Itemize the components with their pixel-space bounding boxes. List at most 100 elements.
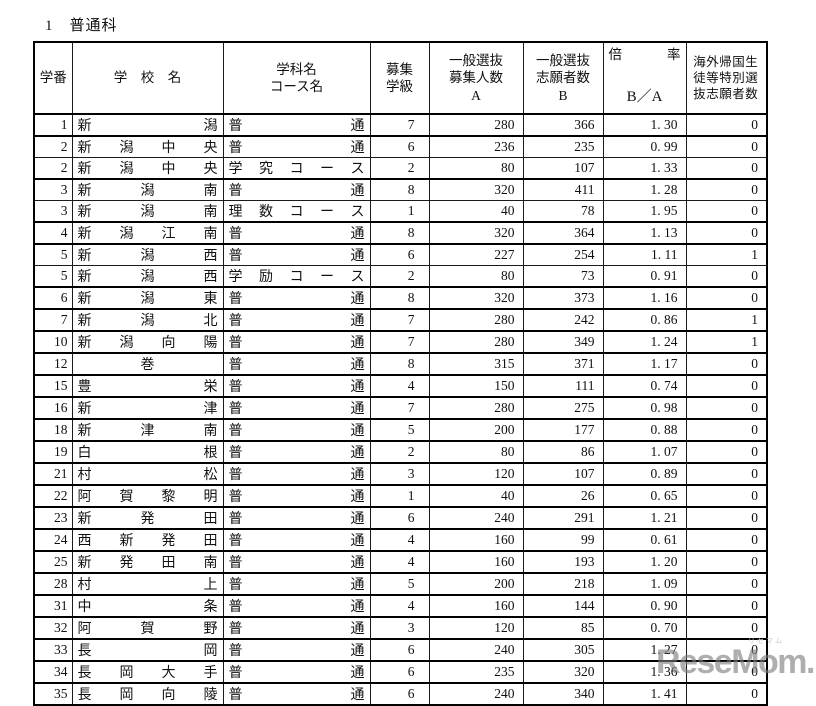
applicant-count-cell: 366	[522, 113, 604, 137]
table-row: 18 新津南 普通 5 200 177 0. 88 0	[33, 418, 768, 442]
overseas-count-cell: 0	[685, 396, 768, 420]
table-row: 3 新潟南 理数コース 1 40 78 1. 95 0	[33, 200, 768, 223]
overseas-count-cell: 0	[685, 221, 768, 245]
course-name-cell: 普通	[222, 352, 371, 376]
school-name-cell: 新潟東	[71, 286, 224, 310]
school-number-cell: 18	[33, 418, 73, 442]
recruit-classes-cell: 7	[369, 396, 430, 420]
school-number-cell: 7	[33, 308, 73, 332]
course-name-cell: 普通	[222, 178, 371, 201]
course-name-cell: 普通	[222, 528, 371, 552]
school-name-cell: 新発田南	[71, 550, 224, 574]
school-number-cell: 1	[33, 113, 73, 137]
course-name-cell: 普通	[222, 616, 371, 640]
overseas-count-cell: 0	[685, 440, 768, 464]
recruit-count-cell: 240	[428, 682, 524, 706]
recruit-count-cell: 160	[428, 528, 524, 552]
header-recruit-count-a: 一般選抜 募集人数 A	[428, 41, 524, 115]
recruit-count-cell: 240	[428, 506, 524, 530]
table-row: 31 中条 普通 4 160 144 0. 90 0	[33, 594, 768, 618]
applicant-count-cell: 305	[522, 638, 604, 662]
applicant-count-cell: 371	[522, 352, 604, 376]
course-name-cell: 普通	[222, 330, 371, 354]
recruit-count-cell: 280	[428, 396, 524, 420]
ratio-cell: 1. 30	[602, 113, 687, 137]
recruit-classes-cell: 4	[369, 374, 430, 398]
ratio-cell: 0. 91	[602, 265, 687, 288]
applicant-count-cell: 340	[522, 682, 604, 706]
school-number-cell: 34	[33, 660, 73, 684]
admission-table: 学番 学 校 名 学科名 コース名 募集 学級 一般選抜 募集人数 A 一般選抜…	[33, 41, 768, 706]
school-number-cell: 5	[33, 243, 73, 266]
recruit-count-cell: 235	[428, 660, 524, 684]
school-number-cell: 3	[33, 178, 73, 201]
school-name-cell: 長岡大手	[71, 660, 224, 684]
recruit-classes-cell: 2	[369, 440, 430, 464]
school-name-cell: 巻	[71, 352, 224, 376]
overseas-count-cell: 0	[685, 484, 768, 508]
applicant-count-cell: 73	[522, 265, 604, 288]
recruit-classes-cell: 2	[369, 157, 430, 180]
school-number-cell: 22	[33, 484, 73, 508]
recruit-count-cell: 236	[428, 135, 524, 158]
school-number-cell: 28	[33, 572, 73, 596]
school-name-cell: 新潟南	[71, 200, 224, 223]
overseas-count-cell: 0	[685, 462, 768, 486]
recruit-count-cell: 160	[428, 550, 524, 574]
ratio-cell: 0. 88	[602, 418, 687, 442]
ratio-cell: 0. 99	[602, 135, 687, 158]
school-number-cell: 24	[33, 528, 73, 552]
course-name-cell: 普通	[222, 506, 371, 530]
recruit-count-cell: 40	[428, 200, 524, 223]
course-name-cell: 普通	[222, 418, 371, 442]
recruit-classes-cell: 6	[369, 682, 430, 706]
ratio-cell: 0. 61	[602, 528, 687, 552]
overseas-count-cell: 0	[685, 660, 768, 684]
table-row: 24 西新発田 普通 4 160 99 0. 61 0	[33, 528, 768, 552]
recruit-classes-cell: 5	[369, 572, 430, 596]
table-row: 4 新潟江南 普通 8 320 364 1. 13 0	[33, 221, 768, 245]
recruit-classes-cell: 4	[369, 594, 430, 618]
ratio-cell: 1. 21	[602, 506, 687, 530]
applicant-count-cell: 373	[522, 286, 604, 310]
ratio-cell: 1. 24	[602, 330, 687, 354]
table-header: 学番 学 校 名 学科名 コース名 募集 学級 一般選抜 募集人数 A 一般選抜…	[33, 41, 768, 115]
recruit-count-cell: 320	[428, 178, 524, 201]
school-name-cell: 新潟中央	[71, 157, 224, 180]
school-name-cell: 新潟	[71, 113, 224, 137]
table-row: 3 新潟南 普通 8 320 411 1. 28 0	[33, 178, 768, 201]
recruit-classes-cell: 3	[369, 462, 430, 486]
school-name-cell: 新津南	[71, 418, 224, 442]
ratio-cell: 0. 70	[602, 616, 687, 640]
recruit-count-cell: 120	[428, 462, 524, 486]
recruit-count-cell: 200	[428, 418, 524, 442]
school-name-cell: 村上	[71, 572, 224, 596]
recruit-classes-cell: 4	[369, 550, 430, 574]
school-name-cell: 村松	[71, 462, 224, 486]
course-name-cell: 普通	[222, 682, 371, 706]
overseas-count-cell: 0	[685, 572, 768, 596]
applicant-count-cell: 26	[522, 484, 604, 508]
school-number-cell: 5	[33, 265, 73, 288]
ratio-cell: 1. 16	[602, 286, 687, 310]
course-name-cell: 普通	[222, 113, 371, 137]
table-row: 12 巻 普通 8 315 371 1. 17 0	[33, 352, 768, 376]
table-row: 22 阿賀黎明 普通 1 40 26 0. 65 0	[33, 484, 768, 508]
applicant-count-cell: 218	[522, 572, 604, 596]
applicant-count-cell: 291	[522, 506, 604, 530]
recruit-count-cell: 200	[428, 572, 524, 596]
table-row: 21 村松 普通 3 120 107 0. 89 0	[33, 462, 768, 486]
header-applicant-count-b: 一般選抜 志願者数 B	[522, 41, 604, 115]
course-name-cell: 普通	[222, 638, 371, 662]
overseas-count-cell: 0	[685, 265, 768, 288]
ratio-cell: 0. 86	[602, 308, 687, 332]
recruit-classes-cell: 7	[369, 330, 430, 354]
header-overseas-special: 海外帰国生徒等特別選抜志願者数	[685, 41, 768, 115]
school-number-cell: 33	[33, 638, 73, 662]
recruit-count-cell: 160	[428, 594, 524, 618]
recruit-classes-cell: 1	[369, 484, 430, 508]
course-name-cell: 普通	[222, 374, 371, 398]
school-number-cell: 35	[33, 682, 73, 706]
applicant-count-cell: 144	[522, 594, 604, 618]
school-number-cell: 23	[33, 506, 73, 530]
